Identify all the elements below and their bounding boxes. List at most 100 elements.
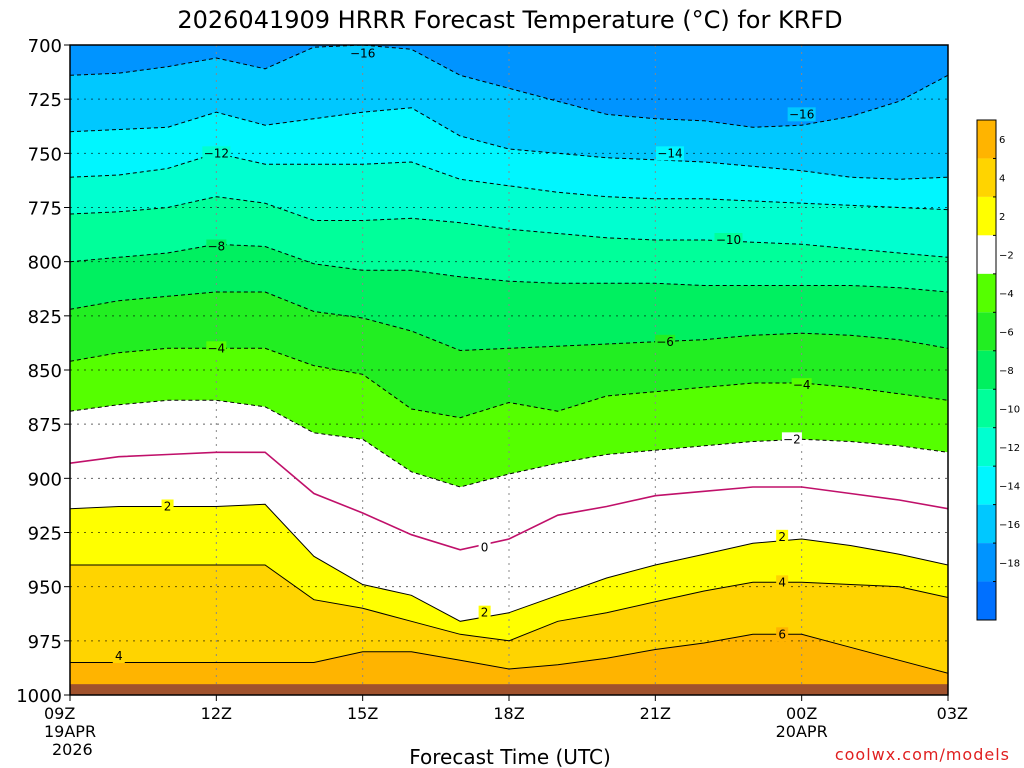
x-tick-label: 15Z bbox=[347, 704, 378, 723]
colorbar-swatch bbox=[977, 273, 996, 313]
contour-label: 2 bbox=[778, 530, 786, 544]
colorbar-swatch bbox=[977, 466, 996, 505]
chart-title: 2026041909 HRRR Forecast Temperature (°C… bbox=[177, 6, 842, 34]
colorbar-label: 6 bbox=[999, 135, 1005, 146]
y-tick-label: 800 bbox=[28, 253, 62, 274]
colorbar-label: 4 bbox=[999, 174, 1005, 185]
isotherm-2 bbox=[70, 503, 948, 622]
x-date-label: 20APR bbox=[776, 722, 828, 741]
y-tick-label: 900 bbox=[28, 469, 62, 490]
band-above-6 bbox=[70, 634, 948, 695]
contour-label: −16 bbox=[350, 47, 375, 61]
ground-terrain bbox=[70, 684, 948, 695]
colorbar-swatch bbox=[977, 158, 996, 197]
colorbar-swatch bbox=[977, 504, 996, 544]
colorbar-swatch bbox=[977, 312, 996, 351]
colorbar-frame bbox=[976, 119, 997, 621]
contour-label-bg bbox=[206, 341, 227, 356]
credit-text: coolwx.com/models bbox=[835, 745, 1010, 764]
contour-label: −10 bbox=[716, 233, 741, 247]
colorbar-label: −6 bbox=[999, 328, 1014, 339]
contour-label-bg bbox=[776, 627, 789, 642]
isotherm--6 bbox=[70, 291, 948, 352]
x-date-label: 19APR bbox=[44, 722, 96, 741]
x-year-label: 2026 bbox=[52, 740, 93, 759]
colorbar-swatch bbox=[977, 235, 996, 274]
y-tick-label: 875 bbox=[28, 415, 62, 436]
y-tick-label: 750 bbox=[28, 144, 62, 165]
colorbar-label: −10 bbox=[999, 404, 1020, 415]
colorbar-swatch bbox=[977, 389, 996, 428]
x-tick-label: 21Z bbox=[640, 704, 671, 723]
colorbar-swatch bbox=[977, 120, 996, 159]
contour-label-bg bbox=[776, 529, 789, 544]
colorbar-label: −8 bbox=[999, 366, 1014, 377]
contour-label-bg bbox=[112, 649, 125, 663]
colorbar-swatch bbox=[977, 350, 996, 390]
contour-label: −6 bbox=[656, 335, 674, 349]
y-tick-label: 850 bbox=[28, 361, 62, 382]
contour-label-bg bbox=[161, 499, 174, 514]
y-tick-label: 925 bbox=[28, 524, 62, 545]
contour-label-bg bbox=[348, 46, 377, 61]
contour-label: −2 bbox=[783, 432, 801, 446]
colorbar-label: −18 bbox=[999, 558, 1020, 569]
contour-label: −16 bbox=[789, 107, 814, 121]
contour-label-bg bbox=[791, 378, 812, 393]
color-legend-bar: 6 4 2 −2 −4 −6 −8 −10 −12 −14 −16 −18 bbox=[976, 119, 1020, 621]
contour-label: 2 bbox=[164, 500, 172, 514]
contour-label: 6 bbox=[778, 627, 786, 641]
contour-label: −4 bbox=[793, 378, 811, 392]
contour-label: 4 bbox=[778, 575, 786, 589]
contour-label-bg bbox=[714, 233, 743, 247]
colorbar-swatch bbox=[977, 581, 996, 620]
contour-label: −14 bbox=[657, 146, 682, 160]
contour-label: −4 bbox=[207, 341, 225, 355]
contour-label-bg bbox=[478, 540, 491, 555]
contour-label: 0 bbox=[481, 541, 489, 555]
contour-label: −12 bbox=[204, 146, 229, 160]
contour-label-bg bbox=[655, 334, 676, 349]
contour-label-bg bbox=[787, 107, 816, 122]
y-tick-label: 775 bbox=[28, 199, 62, 220]
y-tick-label: 1000 bbox=[16, 686, 62, 707]
y-axis-pressure-levels: 700 725 750 775 800 825 850 875 900 925 950 975 1000 bbox=[16, 36, 70, 707]
x-tick-label: 09Z bbox=[44, 704, 75, 723]
x-tick-label: 18Z bbox=[493, 704, 524, 723]
colorbar-label: −14 bbox=[999, 481, 1020, 492]
contour-label: 2 bbox=[481, 606, 489, 620]
colorbar-label: 2 bbox=[999, 212, 1005, 223]
isotherm--10 bbox=[70, 196, 948, 258]
isotherm--14 bbox=[70, 107, 948, 180]
contour-label-bg bbox=[478, 605, 491, 620]
y-tick-label: 950 bbox=[28, 578, 62, 599]
contour-label-bg bbox=[655, 146, 684, 161]
colorbar-swatch bbox=[977, 543, 996, 582]
colorbar-swatch bbox=[977, 196, 996, 236]
contour-label-bg bbox=[776, 575, 789, 590]
y-tick-label: 825 bbox=[28, 307, 62, 328]
isotherm-0 bbox=[70, 451, 948, 551]
contour-label: 4 bbox=[115, 649, 123, 663]
y-tick-label: 725 bbox=[28, 90, 62, 111]
x-tick-label: 00Z bbox=[786, 704, 817, 723]
x-axis-label: Forecast Time (UTC) bbox=[409, 745, 611, 768]
isotherm--16 bbox=[70, 45, 948, 128]
y-tick-label: 975 bbox=[28, 632, 62, 653]
contour-label-bg bbox=[202, 146, 231, 161]
contour-label: −8 bbox=[207, 240, 225, 254]
y-tick-label: 700 bbox=[28, 36, 62, 57]
contour-label-bg bbox=[781, 432, 802, 447]
x-tick-label: 03Z bbox=[937, 704, 968, 723]
colorbar-swatch bbox=[977, 427, 996, 467]
colorbar-label: −2 bbox=[999, 251, 1014, 262]
colorbar-label: −16 bbox=[999, 520, 1020, 531]
contour-label-bg bbox=[206, 239, 227, 254]
isotherm-6 bbox=[70, 633, 948, 674]
x-tick-label: 12Z bbox=[201, 704, 232, 723]
isotherm-4 bbox=[70, 564, 948, 642]
colorbar-label: −4 bbox=[999, 289, 1014, 300]
colorbar-label: −12 bbox=[999, 443, 1020, 454]
